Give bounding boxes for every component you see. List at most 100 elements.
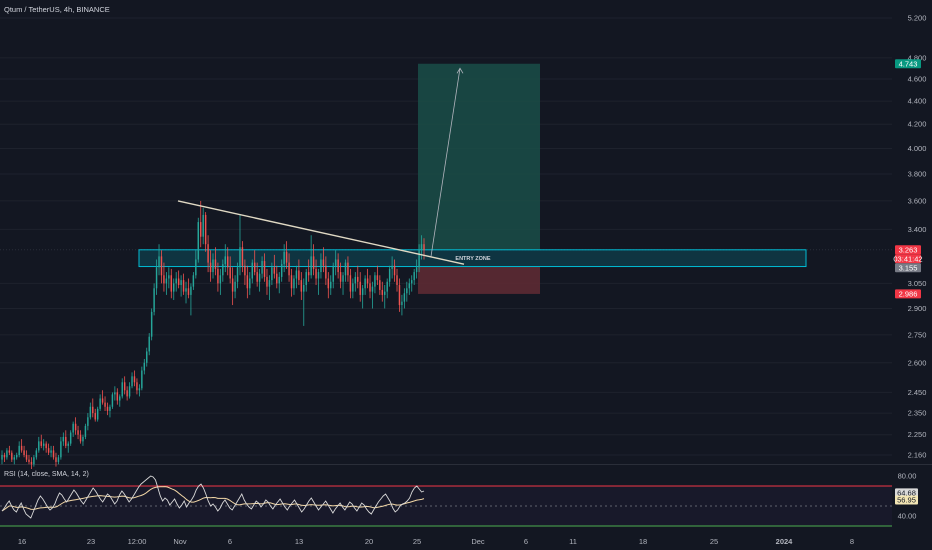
date-axis: 16 23 12:00 Nov 6 13 20 25 Dec 6 11 18 25 2024 8 [18,537,854,546]
rsi-title: RSI (14, close, SMA, 14, 2) [4,471,89,478]
price-tick-label: 4.600 [908,74,927,83]
candle-body [263,261,266,277]
date-tick-label: 13 [295,537,303,546]
candle-body [87,417,89,426]
price-tick-label: 4.000 [908,144,927,153]
rsi-tag-bg [895,495,918,505]
candle-body [116,392,119,401]
candle-body [163,275,165,284]
price-tick-label: 2.600 [908,358,927,367]
candle-body [126,390,128,397]
candle-body [332,265,334,282]
candle-body [170,275,173,292]
price-tick-label: 4.400 [908,97,927,106]
candle-body [150,311,153,337]
candle-body [224,256,227,265]
candle-body [337,259,339,273]
date-tick-label: 20 [365,537,373,546]
date-tick-label: 25 [413,537,421,546]
candle-body [77,430,79,435]
candle-body [391,265,393,269]
candle-body [33,457,35,465]
candle-body [42,443,45,446]
candle-body [155,267,158,289]
price-tag-bg [895,59,921,69]
candles-layer [1,200,425,470]
candle-body [182,280,185,292]
candle-body [55,457,57,462]
candle-body [298,270,300,281]
candle-body [195,259,197,276]
candle-body [359,281,361,295]
date-tick-label: 16 [18,537,26,546]
candle-body [234,281,236,292]
target-zone [418,63,540,250]
candle-body [23,450,25,455]
candle-body [104,402,106,407]
date-tick-label: 11 [569,537,577,546]
candle-body [310,256,312,276]
candle-body [288,262,290,276]
candle-body [403,293,406,302]
price-tick-label: 2.450 [908,388,927,397]
candle-body [153,288,155,312]
candle-body [295,270,298,279]
rsi-tick-label: 40.00 [898,512,917,521]
candle-body [290,275,293,289]
candle-body [212,259,214,273]
candle-body [50,450,52,453]
candle-body [261,261,263,274]
candle-body [244,265,246,276]
date-tick-label: 2024 [776,537,794,546]
candle-body [74,423,77,431]
candle-body [106,406,109,411]
candle-body [293,278,295,289]
candle-body [217,268,219,284]
date-tick-label: 8 [850,537,854,546]
price-tick-label: 2.750 [908,330,927,339]
candle-body [420,244,423,251]
candle-body [388,268,391,282]
candle-body [1,455,3,460]
candle-body [197,222,200,260]
candle-body [253,262,256,273]
candle-body [349,275,352,292]
price-tick-label: 4.200 [908,120,927,129]
candle-body [236,267,239,282]
candle-body [330,281,332,289]
candle-body [285,251,288,263]
candle-body [339,272,342,282]
rsi-tag-bg [895,488,918,498]
candle-body [45,443,47,449]
candle-body [133,376,136,383]
candle-body [408,283,411,289]
candle-body [357,276,359,282]
candle-body [364,278,366,289]
candle-body [222,264,224,276]
candle-body [99,398,101,409]
price-tick-label: 2.160 [908,451,927,460]
candle-body [371,286,374,292]
candle-body [219,275,222,284]
price-tag-label: 3.155 [899,263,918,272]
candle-body [47,448,50,453]
candle-body [256,272,258,282]
candle-body [8,450,11,453]
candle-body [6,450,8,458]
zones-layer: ENTRY ZONE [138,63,807,294]
candle-body [165,278,168,284]
candle-body [249,278,251,289]
candle-body [303,285,305,292]
candle-body [320,259,322,273]
candle-body [3,455,6,458]
price-tick-label: 2.350 [908,409,927,418]
candle-body [423,244,425,251]
candle-body [131,376,133,387]
candle-body [185,288,187,292]
candle-body [60,441,62,458]
candle-body [283,251,285,265]
candle-body [202,214,204,237]
candle-body [168,275,170,279]
candle-body [94,413,96,420]
